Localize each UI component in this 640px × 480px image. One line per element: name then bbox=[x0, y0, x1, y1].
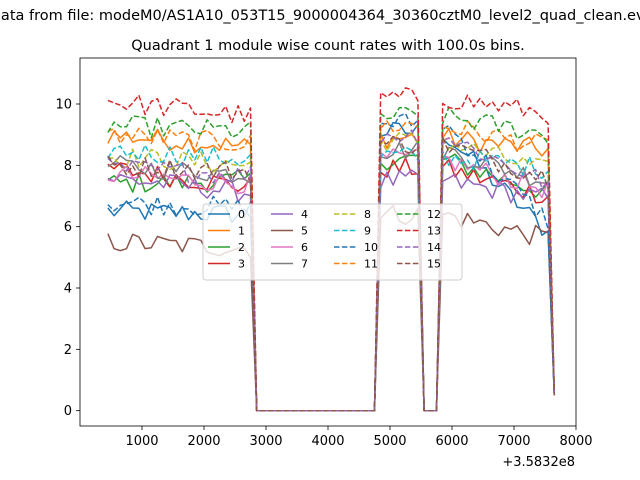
legend-box bbox=[202, 203, 463, 281]
x-tick-label: 6000 bbox=[435, 434, 468, 449]
legend-label-6: 6 bbox=[301, 241, 308, 254]
legend-label-14: 14 bbox=[427, 241, 441, 254]
y-tick-label: 0 bbox=[64, 404, 72, 419]
legend-label-10: 10 bbox=[364, 241, 378, 254]
series-line-15 bbox=[107, 135, 556, 412]
x-axis-offset-label: +3.5832e8 bbox=[502, 455, 575, 470]
series-line-3 bbox=[107, 157, 556, 412]
legend-label-12: 12 bbox=[427, 208, 441, 221]
legend-label-4: 4 bbox=[301, 208, 308, 221]
y-tick-label: 4 bbox=[64, 282, 72, 297]
y-tick-label: 8 bbox=[64, 159, 72, 174]
y-tick-label: 6 bbox=[64, 220, 72, 235]
x-tick-label: 5000 bbox=[373, 434, 406, 449]
legend-label-11: 11 bbox=[364, 258, 378, 271]
legend-label-0: 0 bbox=[238, 208, 245, 221]
figure-suptitle: Data from file: modeM0/AS1A10_053T15_900… bbox=[0, 8, 640, 24]
x-tick-label: 1000 bbox=[125, 434, 158, 449]
legend-label-1: 1 bbox=[238, 225, 245, 238]
chart-title: Quadrant 1 module wise count rates with … bbox=[131, 38, 525, 54]
legend-label-7: 7 bbox=[301, 258, 308, 271]
x-tick-label: 7000 bbox=[497, 434, 530, 449]
x-tick-label: 2000 bbox=[187, 434, 220, 449]
legend-label-5: 5 bbox=[301, 225, 308, 238]
legend-label-9: 9 bbox=[364, 225, 371, 238]
series-line-2 bbox=[107, 153, 556, 412]
y-tick-label: 10 bbox=[55, 98, 72, 113]
series-line-12 bbox=[107, 106, 556, 412]
legend-label-3: 3 bbox=[238, 258, 245, 271]
y-tick-label: 2 bbox=[64, 343, 72, 358]
legend-label-15: 15 bbox=[427, 258, 441, 271]
legend-label-8: 8 bbox=[364, 208, 371, 221]
x-tick-label: 4000 bbox=[311, 434, 344, 449]
legend-label-2: 2 bbox=[238, 241, 245, 254]
legend-label-13: 13 bbox=[427, 225, 441, 238]
x-tick-label: 8000 bbox=[559, 434, 592, 449]
series-layer bbox=[107, 87, 556, 412]
x-tick-label: 3000 bbox=[249, 434, 282, 449]
